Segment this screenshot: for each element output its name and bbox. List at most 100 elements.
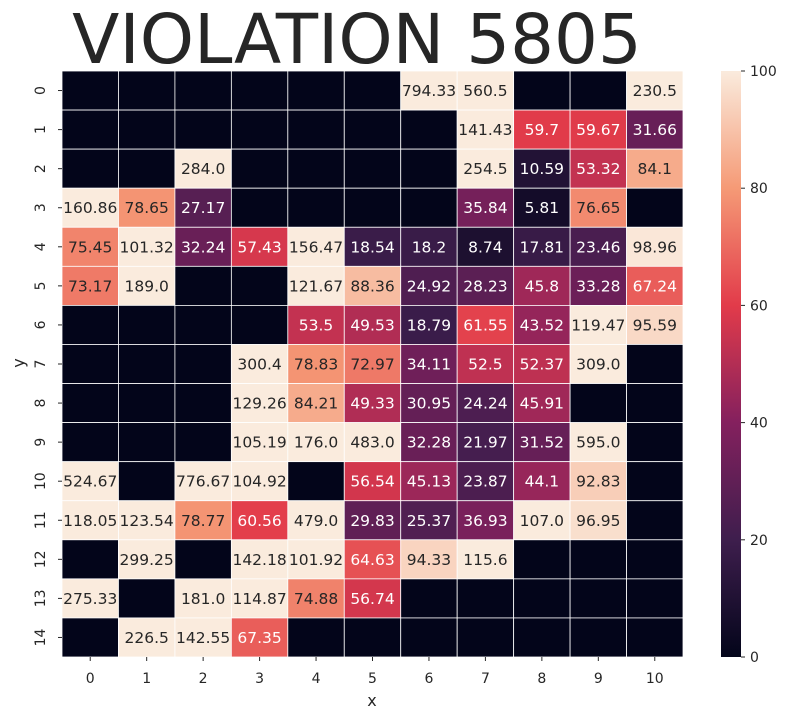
cell-value-label: 60.56	[237, 512, 281, 530]
heatmap-cell	[513, 578, 571, 619]
cell-value-label: 29.83	[350, 512, 394, 530]
cell-value-label: 84.21	[294, 395, 338, 413]
heatmap-cell	[61, 617, 119, 658]
heatmap-cell	[569, 539, 627, 580]
cell-value-label: 23.87	[463, 473, 507, 491]
y-tick-label: 14	[33, 628, 49, 646]
heatmap-cell	[569, 109, 627, 150]
cell-value-label: 53.5	[299, 316, 334, 334]
cell-value-label: 92.83	[576, 473, 620, 491]
heatmap-cell	[343, 617, 402, 658]
heatmap-cell	[118, 422, 176, 463]
heatmap-cell	[400, 226, 458, 267]
heatmap-cell	[343, 109, 402, 150]
cell-value-label: 43.52	[520, 316, 564, 334]
heatmap-cell	[118, 226, 176, 267]
x-tick-label: 3	[255, 671, 264, 687]
cell-value-label: 595.0	[576, 434, 620, 452]
cell-value-label: 31.52	[520, 434, 564, 452]
heatmap-cell	[400, 109, 458, 150]
cell-value-label: 45.8	[525, 277, 560, 295]
heatmap-cell	[400, 461, 458, 502]
cell-value-label: 35.84	[463, 199, 507, 217]
cell-value-label: 56.74	[350, 590, 394, 608]
cell-value-label: 25.37	[407, 512, 451, 530]
heatmap-cell	[118, 344, 176, 384]
heatmap-cell	[400, 539, 458, 580]
heatmap-cell	[343, 500, 402, 541]
heatmap-cell	[626, 461, 684, 502]
chart-title: VIOLATION 5805	[72, 0, 642, 80]
heatmap-cell	[118, 617, 176, 658]
heatmap-cell	[343, 578, 402, 619]
cell-value-label: 30.95	[407, 395, 451, 413]
heatmap-cell	[287, 148, 345, 189]
heatmap-cell	[400, 70, 458, 111]
heatmap-cell	[174, 109, 232, 150]
cell-value-label: 299.25	[120, 551, 174, 569]
heatmap-cell	[626, 187, 684, 228]
heatmap-cell	[626, 578, 684, 619]
cell-value-label: 36.93	[463, 512, 507, 530]
cell-value-label: 275.33	[63, 590, 117, 608]
cell-value-label: 181.0	[181, 590, 225, 608]
heatmap-cell	[230, 148, 289, 189]
cell-value-label: 300.4	[237, 356, 281, 374]
y-tick-label: 13	[33, 589, 49, 607]
heatmap-cell	[118, 304, 176, 345]
heatmap-cell	[61, 304, 119, 345]
heatmap-cell	[513, 226, 571, 267]
cell-value-label: 95.59	[633, 316, 677, 334]
heatmap-cell	[230, 617, 289, 658]
y-axis-label: y	[9, 358, 28, 367]
colorbar-tick-label: 80	[750, 181, 768, 197]
heatmap-cell	[626, 500, 684, 541]
cell-value-label: 21.97	[463, 434, 507, 452]
cell-value-label: 28.23	[463, 277, 507, 295]
heatmap-cell	[61, 461, 119, 502]
x-tick-label: 9	[594, 671, 603, 687]
y-tick-label: 6	[33, 320, 49, 329]
heatmap-cell	[343, 187, 402, 228]
heatmap-cell	[513, 500, 571, 541]
cell-value-label: 78.83	[294, 356, 338, 374]
heatmap-cell	[343, 344, 402, 384]
cell-value-label: 56.54	[350, 473, 394, 491]
colorbar	[721, 71, 741, 657]
heatmap-cell	[174, 70, 232, 111]
heatmap-cell	[230, 422, 289, 463]
y-tick-label: 11	[33, 511, 49, 529]
heatmap-cell	[569, 226, 627, 267]
x-tick-label: 1	[142, 671, 151, 687]
colorbar-tick-label: 0	[750, 650, 759, 666]
y-tick-label: 5	[33, 281, 49, 290]
heatmap-cell	[569, 383, 627, 423]
heatmap-cell	[174, 461, 232, 502]
cell-value-label: 115.6	[463, 551, 507, 569]
heatmap-cell	[118, 461, 176, 502]
x-tick-label: 2	[199, 671, 208, 687]
cell-value-label: 114.87	[232, 590, 286, 608]
x-axis-label: x	[367, 691, 376, 710]
heatmap-cell	[230, 539, 289, 580]
cell-value-label: 67.24	[633, 277, 677, 295]
cell-value-label: 118.05	[63, 512, 117, 530]
cell-value-label: 18.79	[407, 316, 451, 334]
cell-value-label: 23.46	[576, 238, 620, 256]
colorbar-ticks: 0 20 40 60 80 100	[741, 64, 777, 666]
heatmap-cell	[61, 109, 119, 150]
y-tick-label: 10	[33, 472, 49, 490]
heatmap-cell	[343, 148, 402, 189]
cell-value-label: 105.19	[232, 434, 286, 452]
cell-value-label: 479.0	[294, 512, 338, 530]
cell-value-label: 226.5	[124, 629, 168, 647]
heatmap-cell	[569, 70, 627, 111]
cell-value-label: 57.43	[237, 238, 281, 256]
heatmap-cell	[174, 265, 232, 306]
cell-value-label: 24.92	[407, 277, 451, 295]
cell-value-label: 156.47	[289, 238, 343, 256]
heatmap-cell	[230, 500, 289, 541]
heatmap-cell	[118, 265, 176, 306]
cell-value-label: 121.67	[289, 277, 343, 295]
